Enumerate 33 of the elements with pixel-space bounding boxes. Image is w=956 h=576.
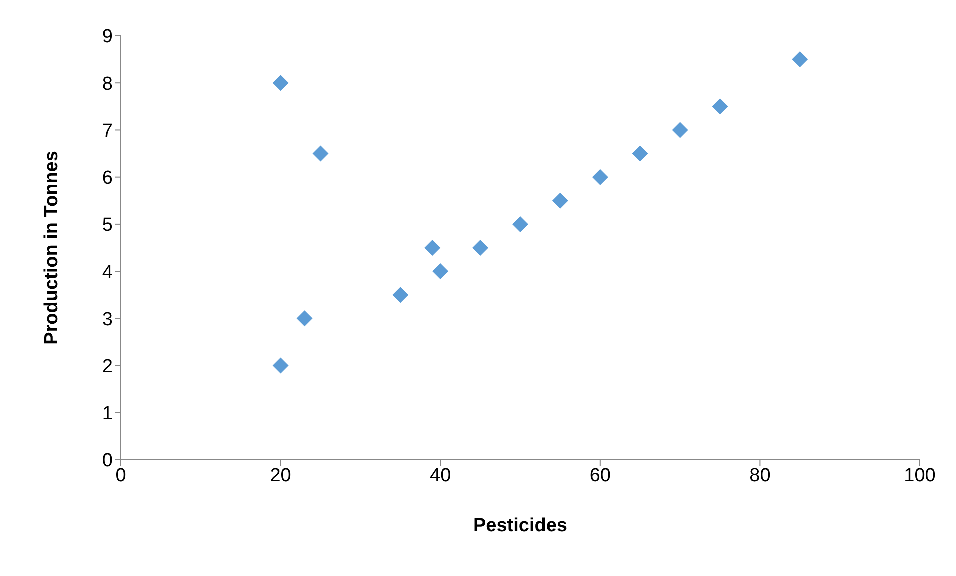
- y-tick-label: 5: [102, 215, 113, 236]
- point: [712, 98, 728, 115]
- x-tick-label: 20: [270, 465, 292, 486]
- y-axis-title: Production in Tonnes: [42, 151, 63, 345]
- y-tick-label: 8: [102, 74, 113, 95]
- point: [592, 169, 608, 186]
- point: [296, 310, 313, 327]
- y-tick-label: 7: [102, 120, 113, 142]
- x-tick-label: 80: [750, 465, 771, 486]
- x-tick-label: 0: [116, 465, 126, 486]
- y-tick-label: 9: [102, 26, 113, 48]
- point: [272, 358, 289, 374]
- point: [424, 240, 441, 256]
- point: [432, 264, 449, 280]
- y-tick-label: 0: [102, 450, 113, 472]
- point: [512, 216, 528, 232]
- point: [472, 240, 489, 256]
- point: [672, 122, 688, 138]
- point: [632, 146, 648, 162]
- y-tick-label: 4: [102, 262, 114, 284]
- point: [392, 287, 409, 304]
- point: [792, 52, 808, 68]
- point: [552, 192, 568, 209]
- y-tick-label: 2: [102, 356, 113, 378]
- x-tick-label: 60: [590, 465, 611, 486]
- x-tick-label: 100: [904, 465, 936, 486]
- y-tick-label: 6: [102, 168, 113, 190]
- point: [312, 146, 329, 162]
- x-tick-label: 40: [430, 465, 452, 486]
- y-tick-label: 3: [102, 309, 113, 330]
- point: [272, 75, 289, 92]
- x-axis-title: Pesticides: [474, 515, 568, 536]
- y-tick-label: 1: [102, 404, 113, 425]
